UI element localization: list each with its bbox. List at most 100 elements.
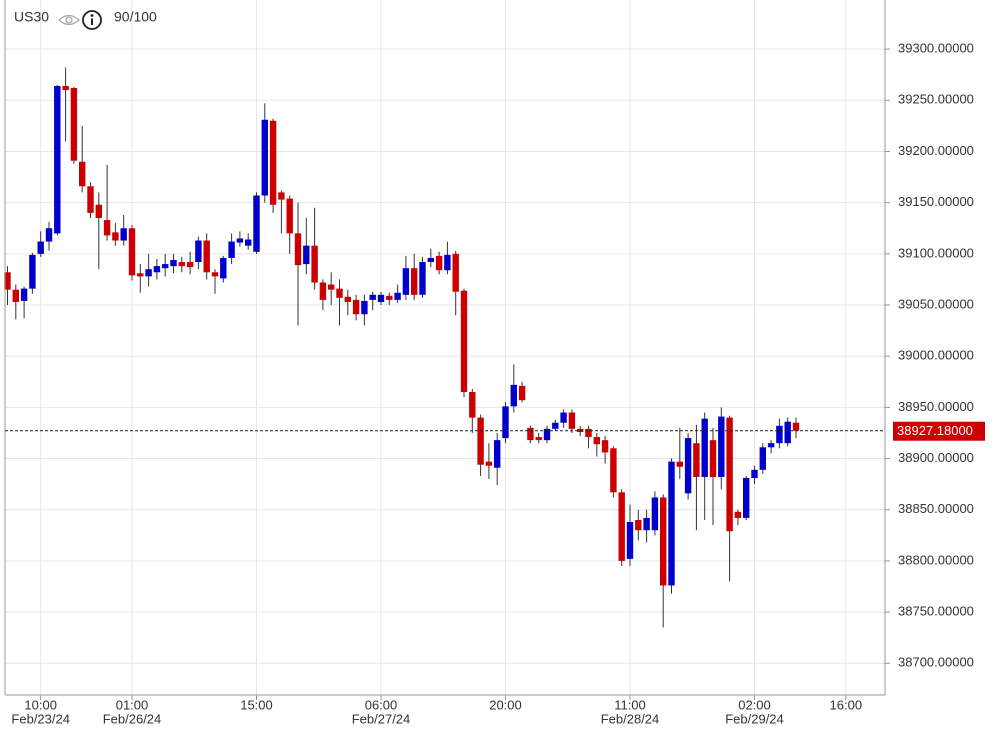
candle-body xyxy=(87,186,94,213)
candle-body xyxy=(726,417,733,532)
candle-body xyxy=(767,443,775,448)
candle-body xyxy=(477,417,484,465)
candle-body xyxy=(245,239,252,246)
x-tick-label: 16:00 xyxy=(830,697,863,712)
candle-body xyxy=(776,425,783,444)
candle-body xyxy=(162,264,169,269)
candle-body xyxy=(228,241,235,258)
y-tick-label: 38700.00000 xyxy=(898,655,974,670)
last-price-box xyxy=(893,421,985,441)
candle-body xyxy=(361,300,368,315)
candle-body xyxy=(610,448,617,493)
candle-body xyxy=(560,412,567,423)
candle-body xyxy=(112,232,119,241)
candle-body xyxy=(510,384,517,407)
x-tick-label: 01:00 xyxy=(116,697,149,712)
candle-body xyxy=(203,240,210,273)
candle-body xyxy=(103,220,111,236)
candle-body xyxy=(593,437,600,445)
candle-body xyxy=(651,497,659,531)
y-tick-label: 38850.00000 xyxy=(898,501,974,516)
candle-body xyxy=(45,228,53,242)
candle-body xyxy=(660,497,667,586)
candle-body xyxy=(435,255,443,271)
candle-body xyxy=(543,428,551,441)
candle-body xyxy=(170,259,177,267)
last-price-label: 38927.18000 xyxy=(897,423,973,438)
candle-body xyxy=(411,268,418,295)
candle-body xyxy=(527,427,534,441)
candle-body xyxy=(635,519,642,531)
candle-body xyxy=(236,238,244,243)
candle-body xyxy=(37,241,44,254)
candle-body xyxy=(319,282,327,300)
chart-title: US30 xyxy=(14,9,49,25)
candle-body xyxy=(626,522,634,559)
candle-body xyxy=(734,511,742,518)
y-tick-label: 39050.00000 xyxy=(898,296,974,311)
candle-body xyxy=(70,88,78,161)
candle-body xyxy=(253,195,260,252)
candle-body xyxy=(20,288,28,301)
candle-body xyxy=(402,268,410,295)
x-date-label: Feb/28/24 xyxy=(601,711,660,726)
candle-body xyxy=(552,422,559,429)
candle-body xyxy=(128,228,136,276)
candle-body xyxy=(386,295,393,300)
candle-body xyxy=(137,273,144,277)
candle-body xyxy=(344,296,351,302)
candle-body xyxy=(709,440,717,477)
candle-body xyxy=(286,198,293,234)
candle-body xyxy=(12,289,19,302)
y-tick-label: 39250.00000 xyxy=(898,92,974,107)
candle-body xyxy=(54,85,61,234)
candle-body xyxy=(303,245,310,265)
candle-body xyxy=(153,266,161,273)
y-tick-label: 39150.00000 xyxy=(898,194,974,209)
candle-body xyxy=(668,461,675,586)
y-tick-label: 38900.00000 xyxy=(898,450,974,465)
candle-body xyxy=(394,292,401,300)
candle-body xyxy=(751,469,758,479)
candle-body xyxy=(684,438,692,494)
candle-body xyxy=(95,204,102,219)
y-tick-label: 39200.00000 xyxy=(898,143,974,158)
candle-body xyxy=(568,412,576,429)
candle-body xyxy=(220,257,227,279)
info-icon[interactable] xyxy=(82,10,102,30)
candle-body xyxy=(759,447,766,470)
candle-body xyxy=(502,406,509,439)
x-date-label: Feb/29/24 xyxy=(725,711,784,726)
x-tick-label: 20:00 xyxy=(489,697,522,712)
candle-body xyxy=(29,254,36,289)
y-tick-label: 38950.00000 xyxy=(898,399,974,414)
x-tick-label: 06:00 xyxy=(365,697,398,712)
candle-body xyxy=(444,254,451,271)
candles xyxy=(4,67,800,628)
candle-body xyxy=(701,418,708,477)
x-date-label: Feb/26/24 xyxy=(103,711,162,726)
x-tick-label: 02:00 xyxy=(738,697,771,712)
eye-icon[interactable] xyxy=(58,14,80,26)
y-tick-label: 38750.00000 xyxy=(898,604,974,619)
candle-body xyxy=(585,428,592,438)
candle-body xyxy=(460,290,468,393)
candle-body xyxy=(79,161,86,187)
y-tick-label: 38800.00000 xyxy=(898,552,974,567)
candle-body xyxy=(369,294,376,300)
candle-body xyxy=(494,440,501,468)
candle-body xyxy=(278,192,285,200)
candle-body xyxy=(784,421,791,444)
grid xyxy=(5,0,885,695)
candle-body xyxy=(120,228,127,241)
x-date-label: Feb/27/24 xyxy=(352,711,411,726)
candle-body xyxy=(195,240,202,263)
y-tick-label: 39000.00000 xyxy=(898,348,974,363)
candle-body xyxy=(485,461,493,466)
candle-body xyxy=(377,294,385,302)
candle-body xyxy=(743,478,750,518)
candle-body xyxy=(261,119,268,196)
candle-body xyxy=(294,233,302,266)
